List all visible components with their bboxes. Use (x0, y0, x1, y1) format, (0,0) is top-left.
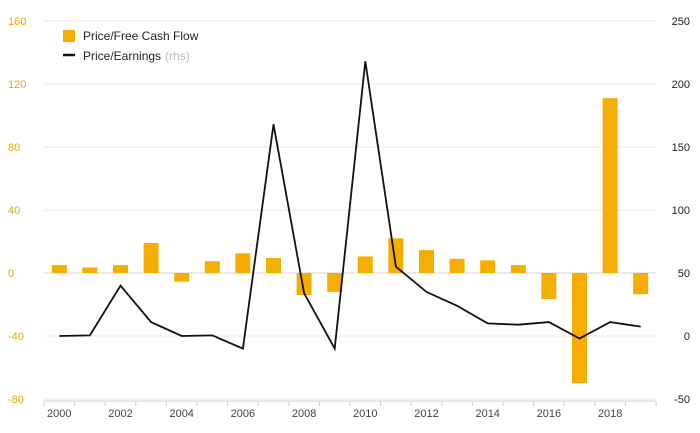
bar (541, 273, 557, 299)
bar (235, 253, 251, 273)
right-tick-label: 50 (678, 268, 690, 280)
bar (296, 273, 312, 296)
x-tick-label: 2012 (414, 408, 438, 420)
right-axis: -50 0 50 100 150 200 250 (672, 16, 690, 406)
x-axis: 2000 2002 2004 2006 2008 2010 2012 2014 2016 2018 (43, 400, 657, 420)
bar (357, 256, 373, 273)
legend-swatch-bar (63, 30, 75, 42)
bar (82, 267, 98, 273)
bar (51, 265, 67, 273)
right-tick-label: 0 (684, 331, 690, 343)
line-series (59, 61, 641, 352)
right-tick-label: 250 (672, 16, 690, 28)
left-tick-label: -80 (8, 394, 24, 406)
x-tick-label: 2016 (537, 408, 561, 420)
x-tick-label: 2002 (108, 408, 132, 420)
left-tick-label: 40 (8, 205, 20, 217)
bar (510, 265, 526, 273)
bar (572, 273, 587, 384)
right-tick-label: 150 (672, 142, 690, 154)
x-tick-label: 2006 (231, 408, 255, 420)
bar (633, 273, 649, 295)
left-tick-label: 120 (8, 79, 26, 91)
x-tick-label: 2018 (598, 408, 622, 420)
bar (480, 260, 496, 273)
legend-line-note: (rhs) (165, 49, 190, 63)
bar (174, 273, 190, 282)
bar (419, 250, 434, 273)
left-tick-label: 80 (8, 142, 20, 154)
left-tick-label: -40 (8, 331, 24, 343)
right-tick-label: 100 (672, 205, 690, 217)
left-tick-label: 0 (8, 268, 14, 280)
bar (113, 265, 128, 273)
legend-label-line: Price/Earnings (rhs) (83, 49, 190, 63)
bar (143, 243, 159, 273)
x-tick-label: 2010 (353, 408, 377, 420)
bar-series (51, 98, 649, 384)
bar (327, 273, 343, 292)
bar (204, 261, 220, 273)
x-tick-label: 2008 (292, 408, 316, 420)
legend: Price/Free Cash Flow Price/Earnings (rhs) (63, 29, 199, 63)
left-tick-label: 160 (8, 16, 26, 28)
series-line (59, 61, 641, 352)
legend-label-bar: Price/Free Cash Flow (83, 29, 199, 43)
bar (602, 98, 618, 273)
left-axis: -80 -40 0 40 80 120 160 (8, 16, 26, 406)
x-tick-label: 2014 (475, 408, 499, 420)
bar (266, 258, 281, 273)
x-tick-label: 2004 (169, 408, 193, 420)
right-tick-label: -50 (674, 394, 690, 406)
x-tick-label: 2000 (47, 408, 71, 420)
right-tick-label: 200 (672, 79, 690, 91)
bar (449, 258, 465, 273)
legend-line-name: Price/Earnings (83, 49, 161, 63)
